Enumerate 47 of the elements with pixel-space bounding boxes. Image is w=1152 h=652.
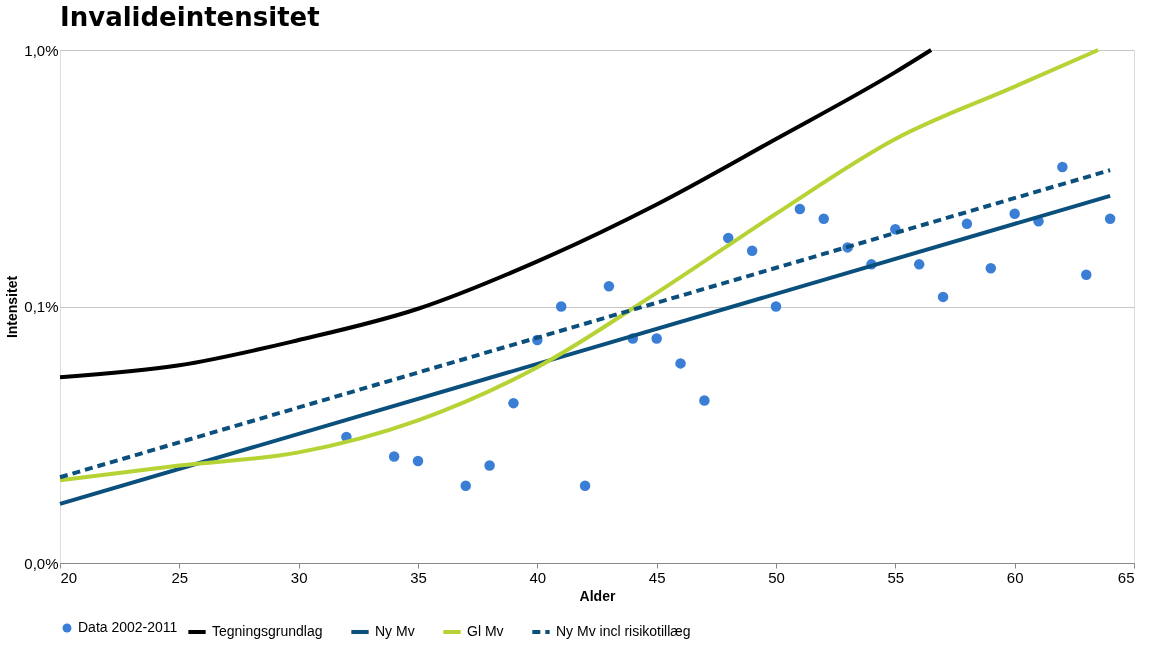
- x-tick-label: 60: [1006, 568, 1024, 586]
- legend-label: Ny Mv incl risikotillæg: [556, 623, 691, 639]
- legend-label: Gl Mv: [467, 623, 504, 639]
- x-tick-label: 45: [648, 568, 666, 586]
- x-tick-label: 50: [768, 568, 785, 586]
- point: [913, 259, 925, 270]
- point: [579, 480, 591, 492]
- x-tick-label: 30: [290, 568, 308, 586]
- point: [1104, 213, 1116, 224]
- point: [388, 451, 400, 462]
- point: [985, 262, 997, 274]
- line-series: [58, 48, 1101, 483]
- point: [412, 455, 424, 467]
- point: [508, 397, 519, 409]
- point: [555, 301, 567, 312]
- y-axis-title: Intensitet: [4, 275, 21, 339]
- x-tick-label: 25: [171, 568, 189, 586]
- legend-label: Ny Mv: [375, 623, 415, 639]
- point: [675, 358, 686, 369]
- point: [794, 203, 806, 215]
- point: [699, 395, 710, 406]
- legend-label: Tegningsgrundlag: [212, 623, 323, 639]
- y-tick-label: 1,0%: [24, 41, 59, 59]
- x-tick-label: 40: [529, 568, 547, 586]
- point: [1057, 161, 1068, 173]
- y-tick-label: 0,0%: [24, 554, 59, 572]
- point: [770, 301, 782, 312]
- x-tick-label: 35: [410, 568, 427, 586]
- point: [651, 333, 662, 344]
- point: [723, 232, 734, 244]
- x-tick-label: 65: [1117, 568, 1135, 586]
- x-tick-label: 20: [60, 568, 78, 586]
- point: [746, 245, 758, 256]
- point: [484, 460, 495, 471]
- point: [818, 213, 829, 224]
- line-series: [58, 48, 934, 380]
- point: [937, 291, 949, 303]
- legend-label: Data 2002-2011: [78, 619, 178, 635]
- point: [603, 280, 615, 292]
- x-tick-label: 55: [887, 568, 905, 586]
- point: [961, 218, 973, 230]
- point: [1009, 208, 1020, 219]
- chart-title: Invalideintensitet: [60, 2, 320, 32]
- point: [460, 480, 471, 492]
- point: [1081, 269, 1092, 280]
- x-axis-title: Alder: [579, 587, 616, 604]
- y-tick-label: 0,1%: [24, 298, 59, 315]
